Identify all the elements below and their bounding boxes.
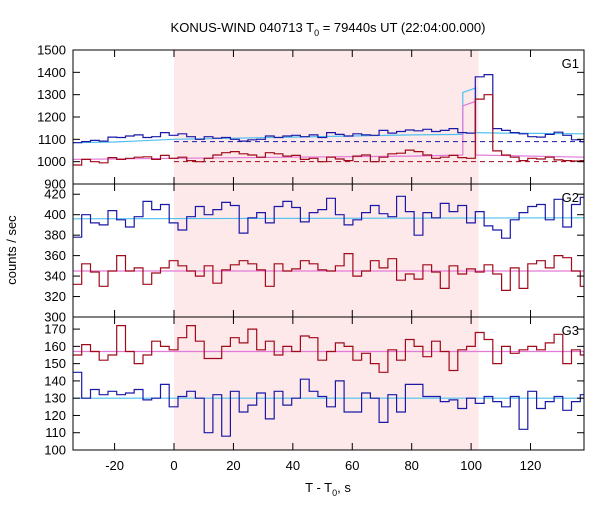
panel-label: G1 [562,56,579,71]
series-step-line [73,253,584,291]
y-tick-label: 1100 [38,132,66,147]
panel-g2: 300 320 340 360 380 400 420 G2 [44,183,585,325]
y-tick-label: 150 [44,356,66,371]
series-step-line [73,195,584,239]
y-axis-label: counts / sec [4,215,19,285]
x-axis-label: T - T0, s [305,480,351,498]
x-tick-label: 120 [520,458,542,473]
y-tick-label: 360 [44,248,66,263]
y-tick-label: 120 [44,408,66,423]
x-tick-label: -20 [105,458,124,473]
y-tick-label: 140 [44,373,66,388]
y-tick-label: 380 [44,228,66,243]
y-tick-label: 100 [44,443,66,458]
y-tick-label: 420 [44,187,66,202]
panel-content [73,325,584,437]
y-tick-label: 1500 [37,43,66,58]
x-tick-label: 100 [460,458,482,473]
panel-g3: 100 110 120 130 140 150 160 170 G3 [44,316,585,458]
y-tick-label: 320 [44,289,66,304]
x-tick-label: 0 [170,458,177,473]
y-tick-label: 130 [44,391,66,406]
y-tick-label: 160 [44,339,66,354]
series-step-line [73,371,584,437]
panel-frame [72,316,585,451]
panel-label: G2 [562,190,579,205]
panel-g1: 900 1000 1100 1200 1300 1400 1500 G1 [37,43,585,192]
plot-layer: 900100011001200130014001500G130032034036… [37,43,585,473]
y-tick-label: 1300 [37,87,66,102]
chart-title: KONUS-WIND 040713 T0 = 79440s UT (22:04:… [171,20,486,38]
series-step-line [73,94,584,166]
y-tick-label: 300 [44,310,66,325]
y-tick-label: 400 [44,207,66,222]
series-step-line [73,325,584,373]
y-tick-label: 170 [44,322,66,337]
series-step-line [73,73,584,144]
x-tick-label: 40 [286,458,300,473]
y-tick-label: 340 [44,269,66,284]
panel-label: G3 [562,323,579,338]
shaded-interval [174,50,479,450]
y-tick-label: 900 [44,177,66,192]
x-tick-label: 20 [226,458,240,473]
y-tick-label: 1200 [37,110,66,125]
panel-content [73,73,584,166]
y-tick-label: 1400 [37,65,66,80]
x-tick-label: 80 [404,458,418,473]
panel-content [73,195,584,291]
fit-line [73,217,584,220]
y-tick-label: 1000 [37,154,66,169]
x-tick-label: 60 [345,458,359,473]
y-tick-label: 110 [45,425,66,440]
